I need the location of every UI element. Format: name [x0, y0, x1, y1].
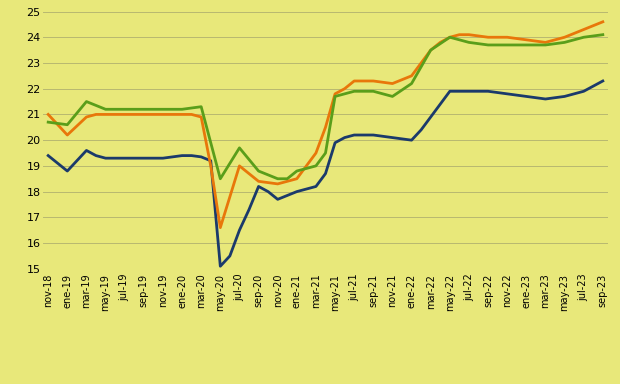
Regular: [216, 264, 224, 268]
Diésel: [341, 91, 348, 96]
Premium: [131, 112, 138, 117]
Premium: [64, 133, 71, 137]
Diésel: [599, 32, 606, 37]
Premium: [216, 225, 224, 230]
Line: Premium: Premium: [48, 22, 603, 228]
Regular: [102, 156, 109, 161]
Diésel: [45, 120, 52, 124]
Line: Diésel: Diésel: [48, 35, 603, 179]
Diésel: [131, 107, 138, 112]
Diésel: [216, 176, 224, 181]
Premium: [599, 20, 606, 24]
Regular: [456, 89, 463, 94]
Premium: [188, 112, 195, 117]
Diésel: [102, 107, 109, 112]
Diésel: [188, 106, 195, 110]
Diésel: [456, 38, 463, 42]
Regular: [45, 153, 52, 158]
Line: Regular: Regular: [48, 81, 603, 266]
Diésel: [64, 122, 71, 127]
Premium: [102, 112, 109, 117]
Regular: [188, 153, 195, 158]
Regular: [64, 169, 71, 173]
Premium: [456, 32, 463, 37]
Premium: [45, 112, 52, 117]
Premium: [341, 86, 348, 91]
Regular: [131, 156, 138, 161]
Regular: [599, 79, 606, 83]
Regular: [341, 135, 348, 140]
